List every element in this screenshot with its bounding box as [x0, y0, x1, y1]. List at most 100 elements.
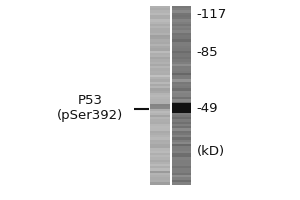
Bar [150, 77, 170, 80]
Bar [172, 108, 191, 111]
Bar [150, 53, 170, 55]
Bar [150, 19, 170, 22]
Bar [150, 22, 170, 24]
Bar [150, 164, 170, 167]
Bar [150, 177, 170, 180]
Bar [172, 119, 191, 122]
Bar [172, 160, 191, 162]
Bar [150, 99, 170, 102]
Bar [150, 104, 170, 107]
Bar [150, 166, 170, 169]
Bar [172, 15, 191, 18]
Bar [172, 142, 191, 144]
Bar [150, 117, 170, 120]
Bar [172, 131, 191, 133]
Bar [172, 30, 191, 33]
Bar [172, 113, 191, 116]
Bar [150, 84, 170, 87]
Bar [150, 128, 170, 131]
Bar [172, 137, 191, 140]
Bar [172, 82, 191, 84]
Bar [150, 144, 170, 147]
Bar [150, 10, 170, 13]
Bar [150, 113, 170, 116]
Bar [150, 175, 170, 178]
Bar [150, 30, 170, 33]
Bar [150, 79, 170, 82]
Bar [150, 133, 170, 136]
Bar [150, 33, 170, 35]
Bar [172, 66, 191, 69]
Bar [172, 180, 191, 182]
Bar [150, 37, 170, 40]
Bar [172, 22, 191, 24]
Bar [150, 86, 170, 89]
Bar [172, 62, 191, 64]
Bar [172, 155, 191, 158]
Bar [172, 162, 191, 164]
Bar [150, 135, 170, 138]
Bar [150, 148, 170, 151]
Bar [150, 26, 170, 29]
Bar [150, 44, 170, 47]
Bar [150, 122, 170, 124]
Bar [150, 88, 170, 91]
Bar [172, 44, 191, 47]
Bar [150, 15, 170, 18]
Bar [150, 35, 170, 38]
Text: P53: P53 [77, 94, 103, 106]
Bar [172, 26, 191, 29]
Bar [172, 164, 191, 167]
Bar [172, 46, 191, 49]
Bar [172, 57, 191, 60]
Bar [150, 124, 170, 127]
Bar [150, 180, 170, 182]
Bar [150, 137, 170, 140]
Bar [150, 146, 170, 149]
Bar [172, 111, 191, 113]
Bar [150, 173, 170, 176]
Bar [150, 91, 170, 93]
Bar [172, 39, 191, 42]
Bar [172, 182, 191, 184]
Text: (pSer392): (pSer392) [57, 109, 123, 122]
Bar [172, 8, 191, 11]
Bar [150, 153, 170, 156]
Bar [150, 97, 170, 100]
Bar [150, 82, 170, 84]
Bar [172, 128, 191, 131]
Bar [150, 182, 170, 184]
Bar [172, 53, 191, 55]
Bar [172, 37, 191, 40]
Bar [150, 57, 170, 60]
Bar [172, 28, 191, 31]
Bar [150, 28, 170, 31]
Text: -117: -117 [196, 7, 227, 21]
Bar [172, 122, 191, 124]
Bar [172, 93, 191, 96]
Bar [150, 140, 170, 142]
Bar [172, 33, 191, 35]
Bar [150, 119, 170, 122]
Bar [150, 162, 170, 164]
Bar [172, 102, 191, 104]
Bar [172, 148, 191, 151]
Bar [172, 42, 191, 44]
Bar [172, 13, 191, 15]
Bar [172, 88, 191, 91]
Bar [150, 171, 170, 173]
Bar [150, 73, 170, 75]
Bar [172, 24, 191, 27]
Bar [150, 111, 170, 113]
Bar [172, 97, 191, 100]
Bar [150, 142, 170, 144]
Bar [172, 10, 191, 13]
Text: -85: -85 [196, 46, 218, 58]
Bar [150, 42, 170, 44]
Bar [150, 95, 170, 98]
Bar [172, 75, 191, 78]
Bar [150, 17, 170, 20]
Bar [172, 103, 191, 113]
Bar [150, 104, 170, 109]
Bar [150, 155, 170, 158]
